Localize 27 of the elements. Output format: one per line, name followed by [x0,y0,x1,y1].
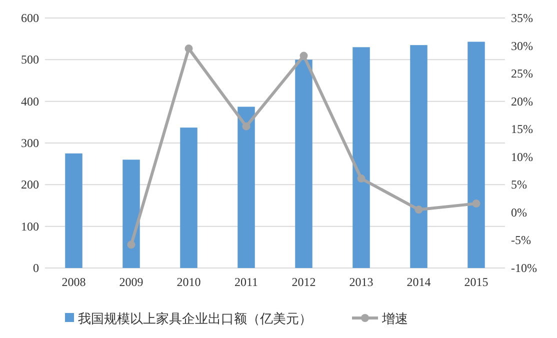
y2-tick-label: -5% [511,233,531,248]
y-tick-label: 500 [21,52,39,67]
x-tick-label: 2013 [349,275,374,289]
x-tick-label: 2011 [234,275,258,289]
y2-tick-label: 35% [511,11,533,25]
y-tick-label: 600 [21,11,39,25]
y-tick-label: 300 [21,136,39,150]
y2-tick-label: 20% [511,94,533,108]
x-tick-label: 2014 [406,275,431,289]
y-tick-label: 100 [21,219,39,234]
legend-label: 我国规模以上家具企业出口额（亿美元） [78,311,312,327]
y2-tick-label: -10% [511,261,537,275]
y2-tick-label: 25% [511,66,533,81]
y2-tick-label: 15% [511,122,533,136]
y-tick-label: 400 [21,94,39,108]
x-tick-label: 2010 [176,275,201,289]
x-tick-label: 2009 [119,275,144,289]
y2-tick-label: 30% [511,38,533,53]
y-tick-label: 200 [21,178,39,192]
legend-label: 增速 [381,312,408,327]
x-tick-label: 2012 [292,275,316,289]
y2-tick-label: 5% [511,178,527,192]
x-tick-label: 2015 [464,275,488,289]
x-tick-label: 2008 [62,275,86,289]
y-tick-label: 0 [33,261,39,275]
y2-tick-label: 10% [511,150,533,164]
y2-tick-label: 0% [511,205,527,220]
